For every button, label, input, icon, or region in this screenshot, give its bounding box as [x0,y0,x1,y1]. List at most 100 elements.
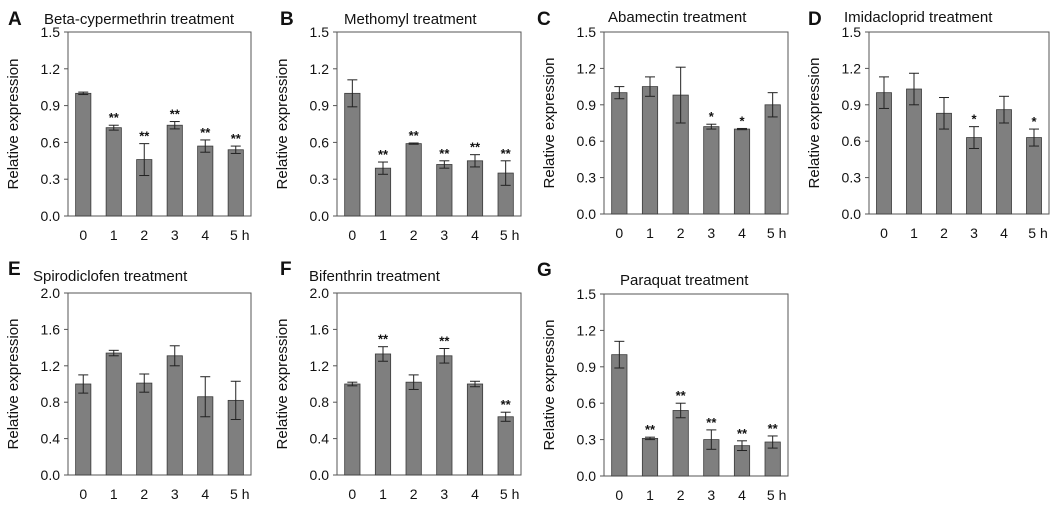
x-tick-label: 0 [348,227,356,243]
x-tick-label: 2 [140,227,148,243]
x-tick-label: 5 h [1028,225,1047,241]
x-tick-label: 2 [410,486,418,502]
y-tick-label: 0.0 [310,467,330,483]
significance-marker: ** [409,128,420,143]
bar [703,126,720,215]
significance-marker: ** [439,334,450,349]
bar [136,382,153,476]
significance-marker: * [709,109,715,124]
x-tick-label: 5 h [767,225,786,241]
y-tick-label: 0.9 [577,97,597,113]
y-tick-label: 0.3 [577,170,597,186]
panel-letter: G [537,260,552,281]
bar [75,383,92,476]
y-tick-label: 2.0 [310,285,330,301]
x-tick-label: 1 [110,486,118,502]
bar [611,354,628,477]
y-tick-label: 0.6 [577,133,597,149]
y-tick-label: 0.0 [41,208,61,224]
x-tick-label: 5 h [500,486,519,502]
bar [75,92,92,217]
panel-title: Beta-cypermethrin treatment [44,11,235,28]
y-tick-label: 0.0 [842,206,862,222]
x-tick-label: 3 [440,486,448,502]
significance-marker: ** [706,415,717,430]
y-tick-label: 1.2 [577,60,597,76]
y-tick-label: 0.0 [41,467,61,483]
y-tick-label: 0.6 [842,133,862,149]
significance-marker: ** [200,125,211,140]
panel-d: D Imidacloprid treatment 0.0 0.3 0.6 0.9 1.2 1.… [806,9,1050,241]
panel-title: Methomyl treatment [344,11,477,28]
significance-marker: ** [470,140,481,155]
panel-title: Spirodiclofen treatment [33,268,188,285]
y-axis-label: Relative expression [541,58,558,189]
bar [1026,137,1042,215]
panel-letter: D [808,9,822,30]
panel-b: B Methomyl treatment 0.0 0.3 0.6 0.9 1.2 1.5 Rel… [274,9,522,243]
y-axis-label: Relative expression [274,59,291,190]
y-tick-label: 1.2 [310,61,330,77]
significance-marker: ** [676,388,687,403]
y-tick-label: 1.6 [310,321,330,337]
significance-marker: ** [501,397,512,412]
x-tick-label: 0 [79,486,87,502]
y-tick-label: 0.4 [310,431,330,447]
bar [611,92,628,215]
x-tick-label: 4 [1000,225,1008,241]
x-tick-label: 0 [79,227,87,243]
x-tick-label: 3 [440,227,448,243]
panels-group: A Beta-cypermethrin treatment 0.0 0.3 0.6 0.9… [5,9,1050,503]
panel-f: F Bifenthrin treatment 0.0 0.4 0.8 1.2 1.6 2.0 R… [274,259,522,502]
y-tick-label: 0.6 [310,134,330,150]
bar [466,383,484,476]
significance-marker: ** [768,421,779,436]
y-tick-label: 1.2 [577,322,597,338]
y-tick-label: 1.5 [310,24,330,40]
significance-marker: * [1031,114,1037,129]
bar [436,355,453,476]
panel-g: G Paraquat treatment 0.0 0.3 0.6 0.9 1.2 1.5 Rel… [537,260,789,503]
x-tick-label: 1 [646,487,654,503]
x-tick-label: 1 [110,227,118,243]
panel-letter: B [280,9,294,30]
y-tick-label: 1.5 [577,286,597,302]
significance-marker: ** [645,422,656,437]
panel-letter: F [280,259,292,280]
bar [405,143,422,217]
bar [876,92,892,215]
plot-frame [868,31,1050,215]
x-tick-label: 3 [707,487,715,503]
panel-title: Abamectin treatment [608,9,747,26]
y-tick-label: 0.0 [577,468,597,484]
bar [166,355,183,476]
bar [405,381,422,476]
y-tick-label: 0.9 [577,359,597,375]
panel-letter: A [8,9,22,30]
bar [906,88,922,215]
y-tick-label: 0.3 [842,170,862,186]
x-tick-label: 1 [910,225,918,241]
x-tick-label: 2 [410,227,418,243]
x-tick-label: 1 [646,225,654,241]
x-tick-label: 2 [140,486,148,502]
bar [466,160,484,217]
significance-marker: ** [378,147,389,162]
x-tick-label: 4 [471,486,479,502]
y-tick-label: 2.0 [41,285,61,301]
plot-frame [603,31,789,215]
x-tick-label: 4 [738,487,746,503]
bar [105,127,122,217]
y-tick-label: 1.5 [41,24,61,40]
y-axis-label: Relative expression [806,58,823,189]
y-axis-label: Relative expression [274,319,291,450]
y-tick-label: 0.3 [577,432,597,448]
y-tick-label: 1.5 [577,24,597,40]
bar [966,137,982,215]
plot-frame [603,293,789,477]
bar [105,352,122,476]
y-tick-label: 0.9 [842,97,862,113]
bar [733,128,751,215]
bar [497,416,514,476]
y-axis-label: Relative expression [5,59,22,190]
